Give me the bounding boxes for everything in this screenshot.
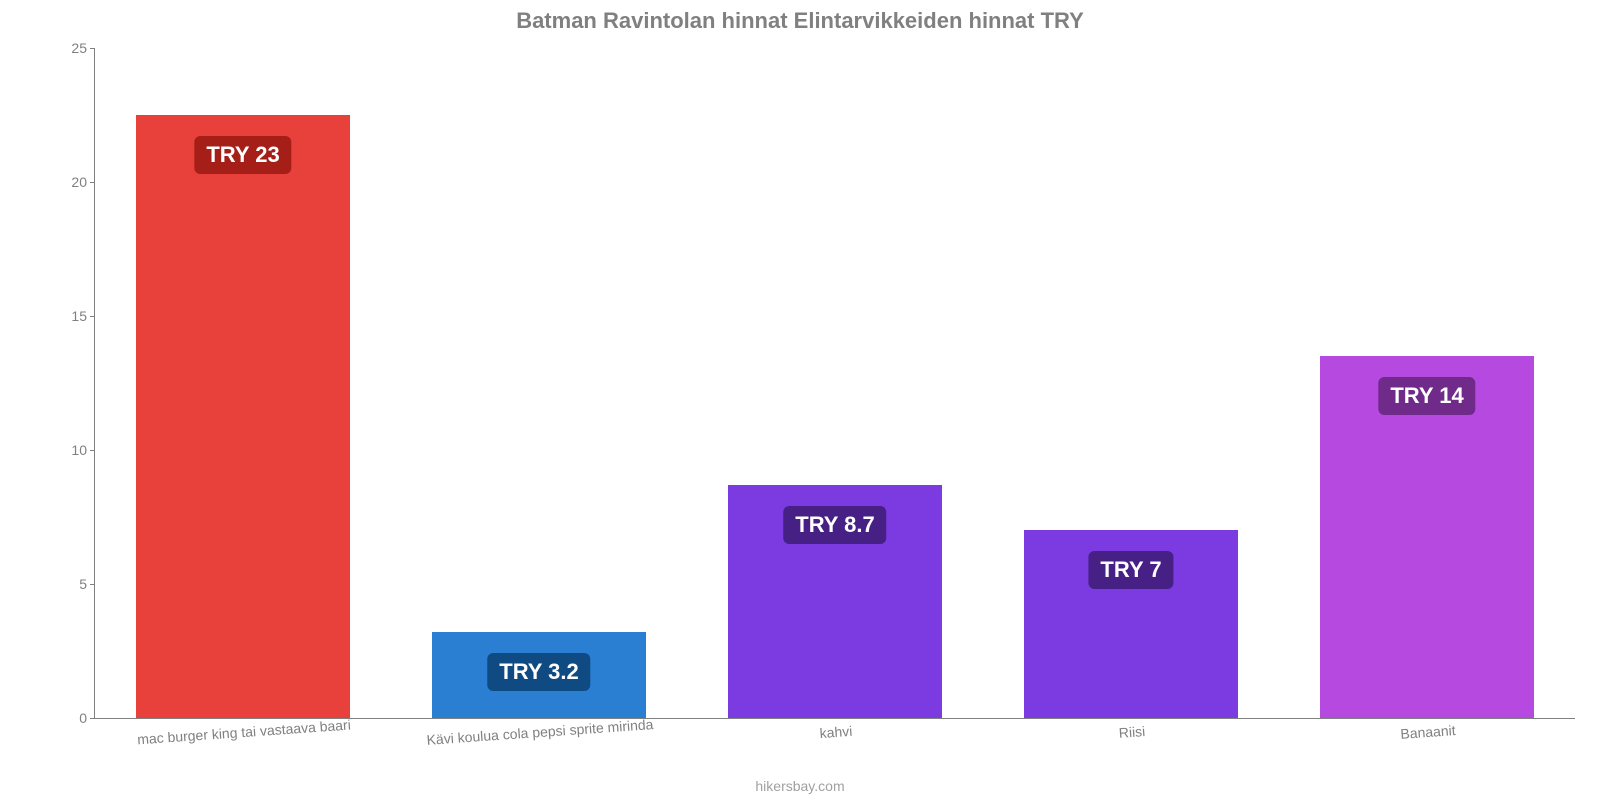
bar [136,115,349,718]
y-tick-mark [90,450,95,451]
y-axis-line [94,48,95,718]
bar-value-label: TRY 7 [1088,551,1173,589]
chart-title: Batman Ravintolan hinnat Elintarvikkeide… [0,8,1600,34]
x-tick-label: Kävi koulua cola pepsi sprite mirinda [426,716,654,748]
x-tick-label: kahvi [819,723,853,741]
y-tick-mark [90,48,95,49]
y-tick-mark [90,316,95,317]
bar-value-label: TRY 8.7 [783,506,886,544]
y-tick-mark [90,182,95,183]
bar-value-label: TRY 3.2 [487,653,590,691]
y-tick-mark [90,718,95,719]
plot-area: 0510152025TRY 23mac burger king tai vast… [95,48,1575,718]
bar-value-label: TRY 23 [194,136,291,174]
y-tick-mark [90,584,95,585]
bar-value-label: TRY 14 [1378,377,1475,415]
x-tick-label: Riisi [1118,723,1146,741]
x-tick-label: mac burger king tai vastaava baari [137,717,352,748]
x-tick-label: Banaanit [1400,722,1456,742]
footer-attribution: hikersbay.com [0,778,1600,794]
